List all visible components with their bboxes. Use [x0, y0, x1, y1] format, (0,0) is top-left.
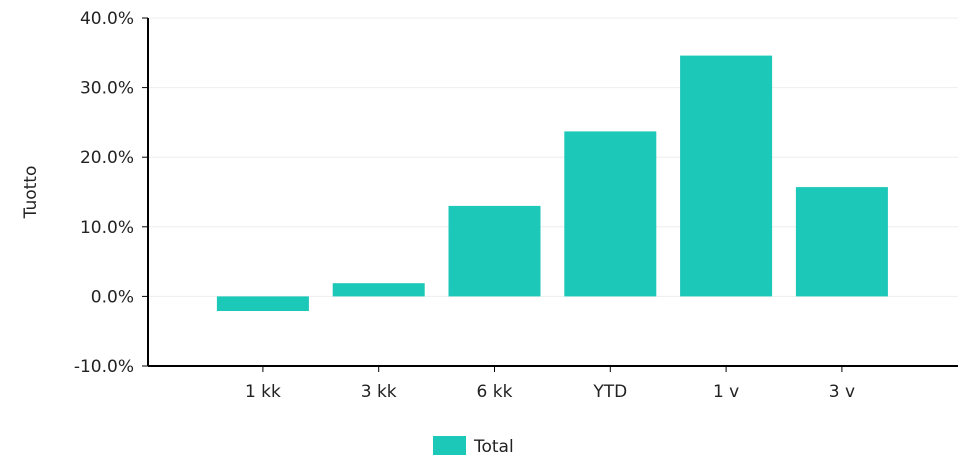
y-tick-labels: -10.0% 0.0% 10.0% 20.0% 30.0% 40.0%: [74, 9, 148, 377]
x-tick-labels: 1 kk 3 kk 6 kk YTD 1 v 3 v: [245, 366, 855, 402]
axes: [147, 18, 958, 367]
y-tick-label: 30.0%: [80, 79, 134, 99]
bars: [216, 55, 888, 311]
legend[interactable]: Total: [433, 436, 514, 456]
x-tick-label: 3 v: [829, 382, 855, 402]
x-tick-label: YTD: [592, 382, 627, 402]
y-tick-label: 40.0%: [80, 9, 134, 29]
bar-3-v[interactable]: [795, 187, 888, 297]
y-tick-label: -10.0%: [74, 357, 134, 377]
y-tick-label: 20.0%: [80, 148, 134, 168]
bar-6-kk[interactable]: [448, 205, 541, 297]
x-tick-label: 6 kk: [477, 382, 513, 402]
y-axis-title: Tuotto: [21, 166, 41, 220]
y-tick-label: 10.0%: [80, 218, 134, 238]
bar-ytd[interactable]: [564, 131, 657, 297]
bar-1-kk[interactable]: [216, 296, 309, 311]
bar-1-v[interactable]: [680, 55, 773, 297]
x-tick-label: 1 kk: [245, 382, 281, 402]
x-tick-label: 3 kk: [361, 382, 397, 402]
legend-swatch: [433, 436, 466, 455]
bar-3-kk[interactable]: [332, 283, 425, 297]
y-tick-label: 0.0%: [91, 287, 134, 307]
legend-label-total: Total: [473, 437, 514, 456]
x-tick-label: 1 v: [713, 382, 739, 402]
